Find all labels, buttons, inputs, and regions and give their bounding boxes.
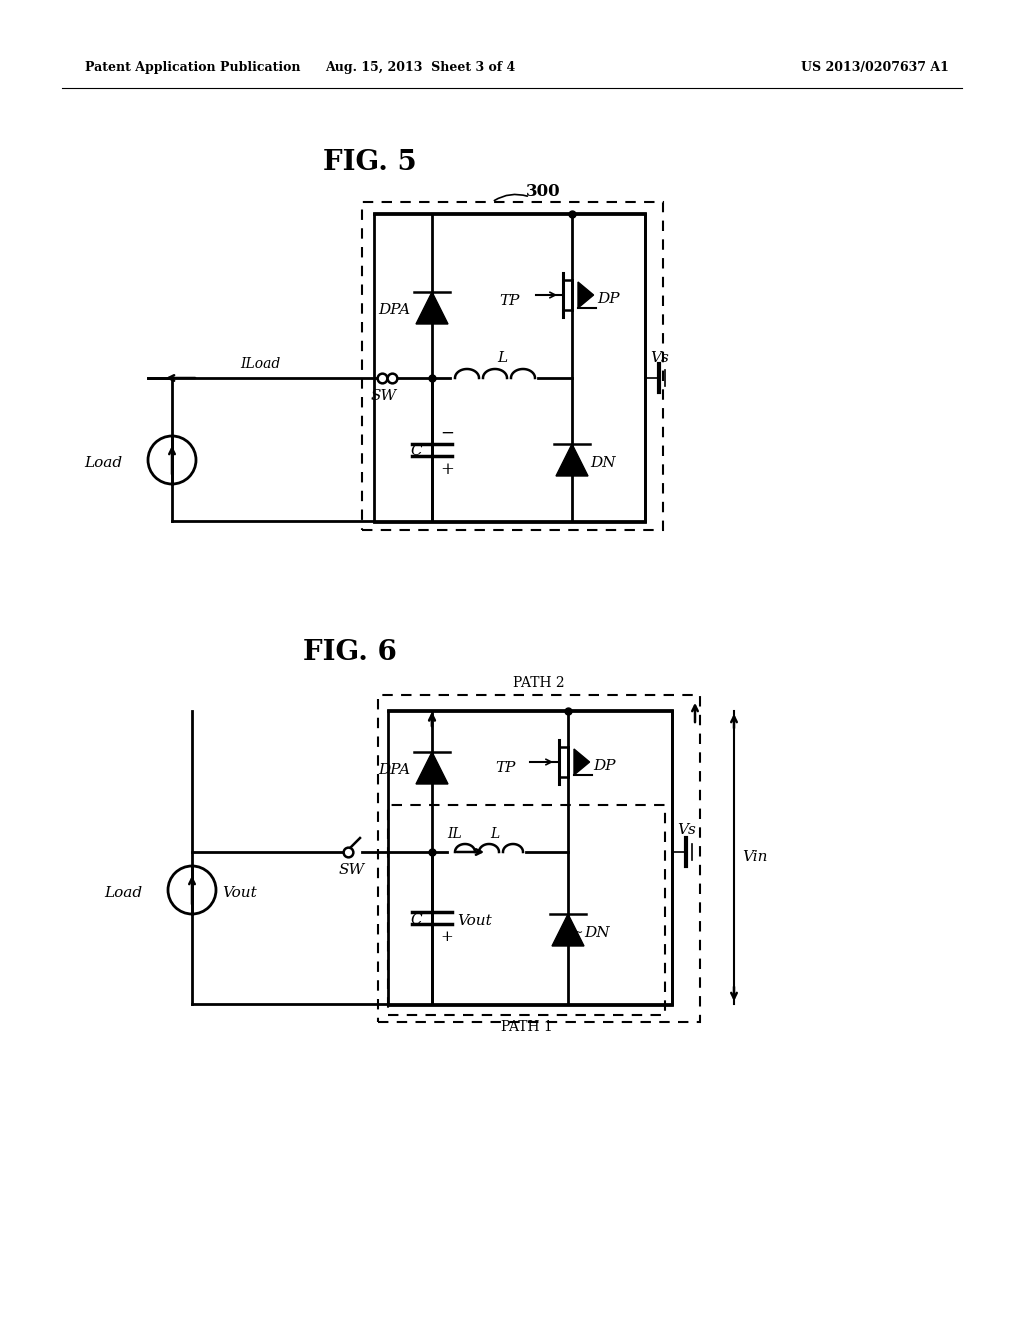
Text: Patent Application Publication: Patent Application Publication (85, 62, 300, 74)
Text: L: L (490, 828, 500, 841)
Text: Vout: Vout (222, 886, 257, 900)
Text: DP: DP (597, 292, 620, 306)
Text: DN: DN (590, 455, 615, 470)
Text: L: L (497, 351, 507, 366)
Text: C: C (411, 444, 422, 458)
Text: ILoad: ILoad (240, 356, 281, 371)
Text: C: C (411, 913, 422, 927)
Text: SW: SW (371, 389, 397, 403)
Text: TP: TP (496, 762, 516, 775)
Text: SW: SW (339, 863, 366, 876)
Text: Load: Load (103, 886, 142, 900)
Bar (374, 213, 645, 521)
Text: DPA: DPA (378, 304, 410, 317)
Polygon shape (578, 282, 594, 308)
Text: Vout: Vout (457, 913, 492, 928)
Text: US 2013/0207637 A1: US 2013/0207637 A1 (801, 62, 949, 74)
Text: PATH 1: PATH 1 (501, 1020, 552, 1034)
Polygon shape (556, 444, 588, 477)
Text: DN: DN (584, 927, 609, 940)
Polygon shape (416, 752, 449, 784)
Text: TP: TP (500, 294, 520, 308)
Polygon shape (416, 292, 449, 323)
Text: IL: IL (447, 828, 462, 841)
Polygon shape (574, 748, 590, 775)
Bar (378, 696, 700, 1022)
Bar (388, 805, 665, 1015)
Bar (362, 202, 663, 531)
Bar (388, 710, 672, 1005)
Text: DPA: DPA (378, 763, 410, 777)
Text: FIG. 5: FIG. 5 (324, 149, 417, 177)
Text: DP: DP (593, 759, 615, 774)
Text: FIG. 6: FIG. 6 (303, 639, 397, 665)
Text: 300: 300 (525, 183, 560, 201)
Text: Aug. 15, 2013  Sheet 3 of 4: Aug. 15, 2013 Sheet 3 of 4 (325, 62, 515, 74)
Text: Vs: Vs (650, 351, 669, 366)
Text: +: + (440, 461, 454, 478)
Text: Vs: Vs (677, 822, 696, 837)
Text: ~: ~ (574, 928, 584, 939)
Text: −: − (440, 425, 454, 441)
Text: Load: Load (84, 455, 122, 470)
Text: PATH 2: PATH 2 (513, 676, 565, 690)
Polygon shape (552, 913, 584, 946)
Text: +: + (440, 931, 453, 944)
Text: Vin: Vin (742, 850, 768, 865)
